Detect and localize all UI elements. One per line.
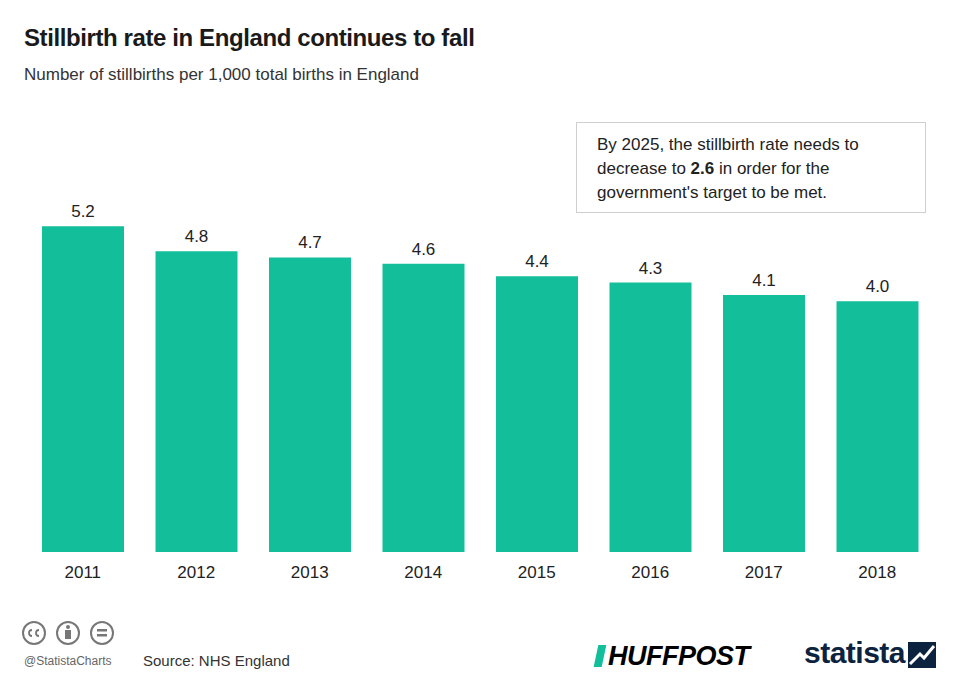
svg-text:2015: 2015: [518, 563, 556, 582]
html-text:By 2025, the stillbirth rate n: By 2025, the stillbirth rate needs to de…: [597, 135, 859, 202]
svg-text:2013: 2013: [291, 563, 329, 582]
svg-text:2018: 2018: [858, 563, 896, 582]
svg-text:4.1: 4.1: [752, 271, 776, 290]
svg-text:4.6: 4.6: [412, 240, 436, 259]
svg-text:2016: 2016: [631, 563, 669, 582]
svg-text:4.7: 4.7: [298, 233, 322, 252]
html-text:Stillbirth rate in England con: Stillbirth rate in England continues to …: [24, 24, 475, 51]
svg-text:4.8: 4.8: [185, 227, 209, 246]
svg-text:2012: 2012: [177, 563, 215, 582]
svg-text:4.0: 4.0: [866, 277, 890, 296]
svg-text:4.4: 4.4: [525, 252, 549, 271]
svg-text:2017: 2017: [745, 563, 783, 582]
html-text:Source: NHS England: Source: NHS England: [143, 652, 290, 669]
svg-text:2011: 2011: [64, 563, 101, 582]
svg-text:5.2: 5.2: [71, 202, 95, 221]
svg-text:4.3: 4.3: [639, 259, 663, 278]
html-text:statista: statista: [804, 636, 905, 669]
html-text:@StatistaCharts: @StatistaCharts: [24, 654, 112, 668]
svg-text:2014: 2014: [404, 563, 442, 582]
html-text:HUFFPOST: HUFFPOST: [608, 640, 750, 671]
html-text:Number of stillbirths per 1,00: Number of stillbirths per 1,000 total bi…: [24, 65, 419, 84]
